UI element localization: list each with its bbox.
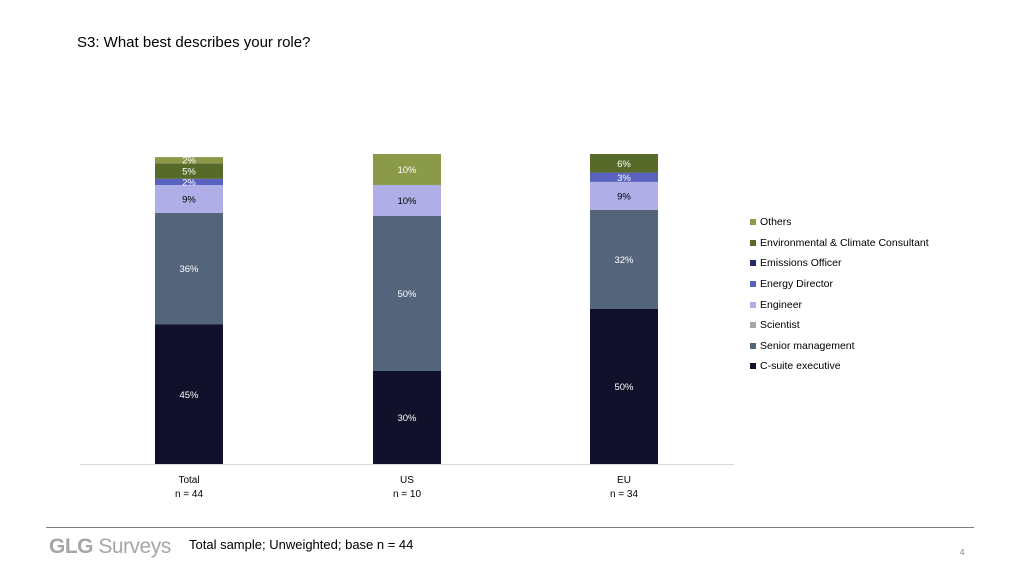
bar-segment-eu-engineer — [590, 181, 658, 210]
data-label: 32% — [614, 255, 634, 266]
legend-label: Energy Director — [760, 278, 833, 291]
bar-segment-total-senior-management — [155, 212, 223, 325]
legend-swatch — [750, 363, 756, 370]
legend-label: Others — [760, 216, 792, 229]
bar-segment-eu-energy-director — [590, 172, 658, 182]
data-label: 45% — [179, 390, 199, 401]
bar-segment-total-c-suite-executive — [155, 324, 223, 464]
data-label: 2% — [182, 156, 196, 167]
logo-text-bold: GLG — [49, 535, 94, 558]
category-label: EU — [617, 475, 631, 486]
bar-segment-us-senior-management — [373, 216, 441, 371]
bar-segment-total-others — [155, 157, 223, 164]
legend-item: Others — [750, 212, 929, 233]
category-label: US — [400, 475, 414, 486]
glg-surveys-logo: GLG Surveys — [49, 535, 171, 559]
category-sample-size: n = 44 — [175, 489, 204, 500]
data-label: 10% — [397, 165, 417, 176]
data-label: 3% — [617, 173, 631, 184]
bar-segment-eu-c-suite-executive — [590, 309, 658, 464]
legend-swatch — [750, 342, 756, 349]
data-label: 50% — [397, 289, 417, 300]
bar-segment-total-energy-director — [155, 178, 223, 185]
legend-item: Senior management — [750, 336, 929, 357]
bar-segment-us-engineer — [373, 185, 441, 216]
bar-segment-us-others — [373, 154, 441, 185]
category-label: Total — [178, 475, 199, 486]
logo-text-light: Surveys — [98, 535, 171, 558]
legend-swatch — [750, 281, 756, 288]
legend-label: Emissions Officer — [760, 257, 842, 270]
bar-segment-total-engineer — [155, 185, 223, 213]
chart-legend: Others Environmental & Climate Consultant… — [750, 212, 929, 377]
legend-item: Engineer — [750, 294, 929, 315]
legend-item: Scientist — [750, 315, 929, 336]
legend-label: C-suite executive — [760, 360, 841, 373]
legend-label: Engineer — [760, 298, 803, 311]
data-label: 6% — [617, 159, 631, 170]
data-label: 9% — [617, 191, 631, 202]
data-label: 2% — [182, 177, 196, 188]
legend-label: Environmental & Climate Consultant — [760, 236, 929, 249]
data-label: 36% — [179, 264, 199, 275]
bar-segment-eu-environmental-climate-consultant — [590, 154, 658, 173]
legend-item: Energy Director — [750, 274, 929, 295]
data-label: 30% — [397, 413, 417, 424]
chart-title: S3: What best describes your role? — [77, 34, 311, 51]
legend-item: Environmental & Climate Consultant — [750, 233, 929, 254]
category-sample-size: n = 10 — [393, 489, 422, 500]
legend-swatch — [750, 260, 756, 267]
legend-label: Scientist — [760, 319, 800, 332]
legend-swatch — [750, 322, 756, 329]
legend-item: C-suite executive — [750, 356, 929, 377]
legend-label: Senior management — [760, 339, 855, 352]
legend-swatch — [750, 301, 756, 308]
bar-segment-eu-senior-management — [590, 209, 658, 309]
footer-divider — [46, 527, 974, 528]
legend-swatch — [750, 239, 756, 246]
data-label: 9% — [182, 194, 196, 205]
page-number: 4 — [960, 548, 965, 557]
legend-item: Emissions Officer — [750, 253, 929, 274]
bar-segment-total-environmental-climate-consultant — [155, 163, 223, 179]
data-label: 5% — [182, 167, 196, 178]
data-label: 50% — [614, 382, 634, 393]
bar-segment-us-c-suite-executive — [373, 371, 441, 464]
data-label: 10% — [397, 196, 417, 207]
legend-swatch — [750, 219, 756, 226]
base-footnote: Total sample; Unweighted; base n = 44 — [189, 537, 414, 552]
category-sample-size: n = 34 — [610, 489, 639, 500]
